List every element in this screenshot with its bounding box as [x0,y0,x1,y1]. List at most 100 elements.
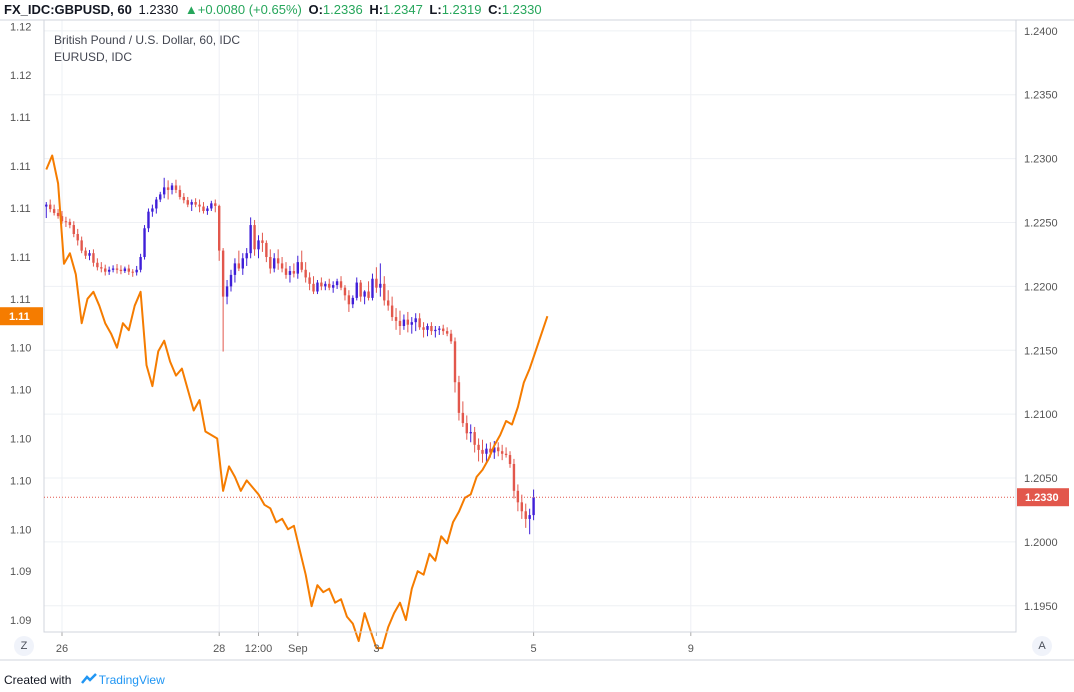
candle [320,277,323,291]
candle-body [375,278,378,288]
candle-body [508,455,512,464]
candle-body [269,257,272,269]
candle [88,249,91,261]
candle-body [162,187,166,195]
x-axis-tick: Sep [288,643,308,655]
candle-body [394,317,398,321]
candle-body [406,319,410,325]
eurusd-series-line [45,154,549,650]
candle [485,443,488,464]
candle [214,199,217,213]
candle [127,264,131,275]
candle [261,232,264,252]
symbol-title[interactable]: FX_IDC:GBPUSD, 60 [4,2,132,17]
candle-body [512,463,516,491]
candle-body [186,200,189,205]
candle-body [265,242,268,258]
x-axis-tick: 5 [531,643,537,655]
candle-body [174,185,178,190]
right-axis-tick: 1.2200 [1024,281,1058,293]
candle [410,317,413,334]
candle-body [84,250,87,256]
candle-body [210,203,213,209]
candle [237,250,241,272]
candle [528,508,531,535]
candle [331,281,335,293]
candle-body [115,268,119,270]
candle [445,327,449,337]
candle [532,489,535,521]
candle-body [257,240,260,250]
candle [402,314,406,330]
gbpusd-candles [45,177,535,535]
left-axis-tick: 1.10 [10,475,31,487]
candle [430,322,433,335]
candle [60,211,64,224]
candle-body [379,283,382,288]
right-axis-tick: 1.1950 [1024,601,1058,613]
candle [80,236,83,254]
candle-body [386,300,390,306]
candle [355,277,358,301]
right-axis-tick: 1.2400 [1024,26,1058,38]
left-axis-tick: 1.09 [10,566,31,578]
right-axis-tick: 1.2150 [1024,345,1058,357]
candle-body [331,285,335,288]
auto-scale-button[interactable]: A [1032,636,1052,656]
candle-body [355,282,358,298]
candle [233,258,237,283]
open-value: 1.2336 [322,2,363,17]
candle-body [430,326,433,332]
candle [414,313,417,332]
candle [170,182,174,195]
candle-body [178,189,182,197]
left-axis-tick: 1.10 [10,433,31,445]
candle [166,180,170,200]
candle [386,290,390,311]
left-axis-tick: 1.10 [10,385,31,397]
candle-body [469,432,472,434]
candle [426,323,429,337]
symbol-header: FX_IDC:GBPUSD, 60 1.2330 ▲+0.0080 (+0.65… [4,1,542,19]
candle [119,265,123,275]
high-value: 1.2347 [383,2,423,17]
left-axis-tick: 1.11 [10,294,31,306]
legend-main: British Pound / U.S. Dollar, 60, IDC [54,33,240,47]
candle-body [159,194,162,200]
candle-body [253,225,256,250]
candle [202,202,205,214]
candle [438,326,441,335]
candle-body [245,253,248,259]
low-label: L: [429,2,442,17]
candle-body [500,451,504,454]
candle [221,248,225,352]
candle [107,266,111,275]
candle-body [45,204,48,207]
candle [296,255,299,279]
high-label: H: [369,2,384,17]
candle [394,308,398,330]
candle [276,249,280,270]
zoom-button[interactable]: Z [14,636,34,656]
candle-body [449,333,453,342]
right-axis-tick: 1.2000 [1024,537,1058,549]
candle [461,401,465,427]
candle-body [155,199,158,209]
candle-body [288,271,292,275]
candle [406,311,410,333]
candle [504,447,508,458]
candle-body [123,268,127,272]
candle [316,280,319,295]
tradingview-brand[interactable]: TradingView [98,673,165,687]
candle-body [351,297,355,305]
right-axis-tick: 1.2050 [1024,473,1058,485]
candle [45,202,48,219]
right-axis-tick: 1.2100 [1024,409,1058,421]
candle [111,265,115,273]
candle [469,424,472,443]
candle-body [96,262,99,268]
candle-body [143,228,146,258]
candle-body [49,204,52,210]
candle-body [206,208,209,212]
